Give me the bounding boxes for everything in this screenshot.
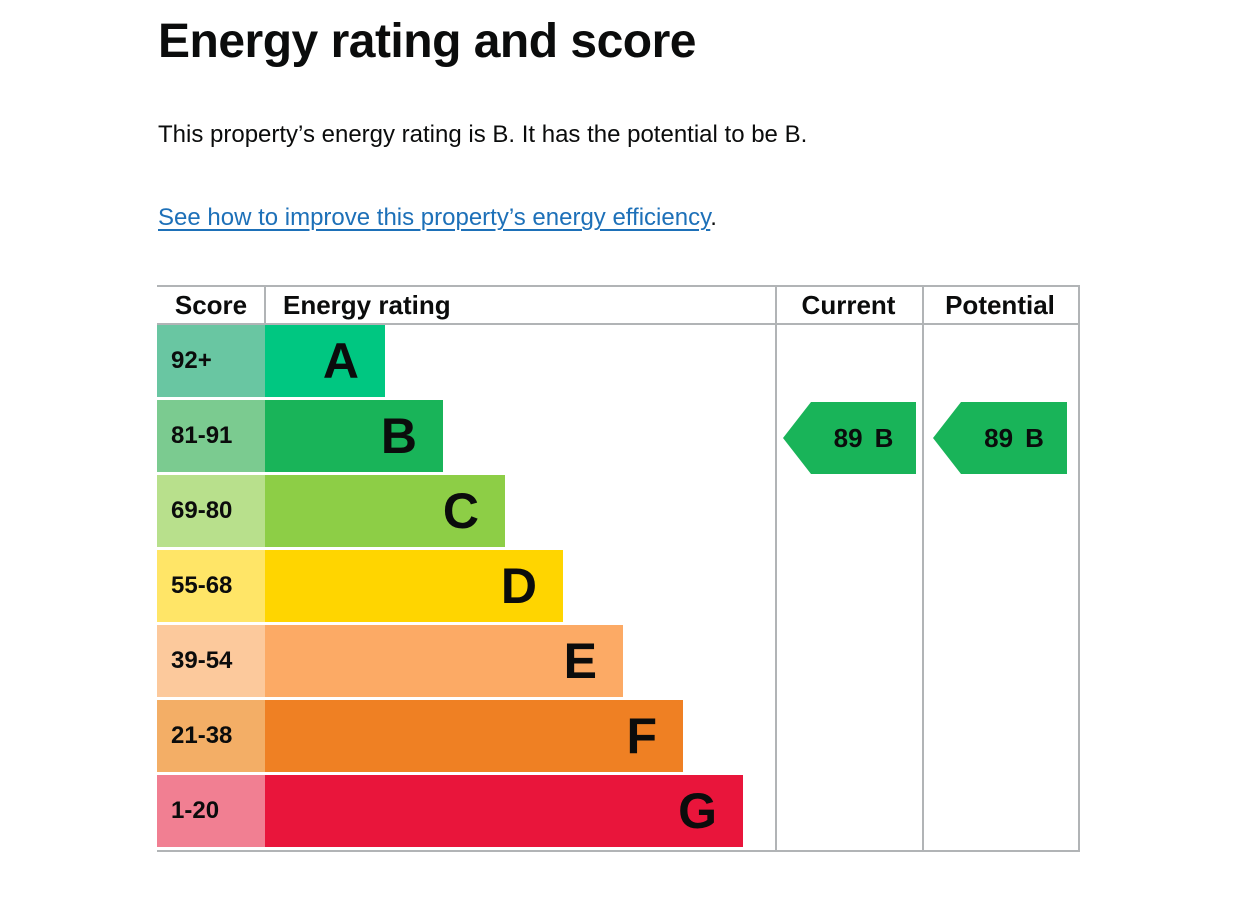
band-score-range: 21-38 — [157, 700, 265, 772]
epc-band-row-a: 92+ A — [157, 325, 1078, 397]
column-header-potential: Potential — [945, 290, 1055, 320]
column-header-score: Score — [174, 290, 248, 320]
epc-band-row-e: 39-54 E — [157, 625, 1078, 697]
band-letter: B — [380, 408, 417, 464]
energy-rating-chart: Score Energy rating Current Potential 92… — [157, 285, 1080, 852]
improve-efficiency-link[interactable]: See how to improve this property’s energ… — [158, 204, 711, 231]
column-divider-current — [775, 287, 777, 850]
current-band: B — [874, 422, 894, 453]
band-letter: G — [678, 783, 717, 839]
epc-band-row-b: 81-91 B — [157, 400, 1078, 472]
band-letter: C — [442, 483, 479, 539]
potential-score: 89 — [984, 422, 1014, 453]
band-letter: E — [563, 633, 597, 689]
epc-body: 92+ A 81-91 B 69-80 C 55-68 D 39-54 E 21… — [157, 325, 1078, 847]
band-bar-d: D — [265, 550, 563, 622]
band-score-range: 69-80 — [157, 475, 265, 547]
column-header-current: Current — [801, 290, 896, 320]
column-divider-potential — [922, 287, 924, 850]
epc-band-row-c: 69-80 C — [157, 475, 1078, 547]
band-score-range: 92+ — [157, 325, 265, 397]
current-rating-arrow: 89 B — [783, 402, 916, 474]
rating-summary-text: This property’s energy rating is B. It h… — [158, 121, 808, 148]
improve-link-suffix: . — [710, 204, 717, 231]
band-bar-f: F — [265, 700, 683, 772]
epc-band-row-f: 21-38 F — [157, 700, 1078, 772]
band-letter: F — [626, 708, 657, 764]
current-score: 89 — [833, 422, 863, 453]
page-title: Energy rating and score — [158, 15, 697, 68]
band-score-range: 1-20 — [157, 775, 265, 847]
band-bar-g: G — [265, 775, 743, 847]
potential-band: B — [1025, 422, 1044, 453]
band-bar-a: A — [265, 325, 385, 397]
epc-header-row: Score Energy rating Current Potential — [157, 287, 1078, 325]
band-bar-c: C — [265, 475, 505, 547]
column-divider-score-rating — [264, 287, 266, 323]
column-header-energy-rating: Energy rating — [283, 290, 451, 320]
band-bar-e: E — [265, 625, 623, 697]
band-bar-b: B — [265, 400, 443, 472]
band-score-range: 81-91 — [157, 400, 265, 472]
band-score-range: 55-68 — [157, 550, 265, 622]
band-letter: A — [322, 333, 359, 389]
epc-band-row-d: 55-68 D — [157, 550, 1078, 622]
potential-rating-arrow: 89 B — [933, 402, 1067, 474]
band-letter: D — [500, 558, 537, 614]
improve-paragraph: See how to improve this property’s energ… — [158, 202, 717, 234]
epc-band-row-g: 1-20 G — [157, 775, 1078, 847]
band-score-range: 39-54 — [157, 625, 265, 697]
